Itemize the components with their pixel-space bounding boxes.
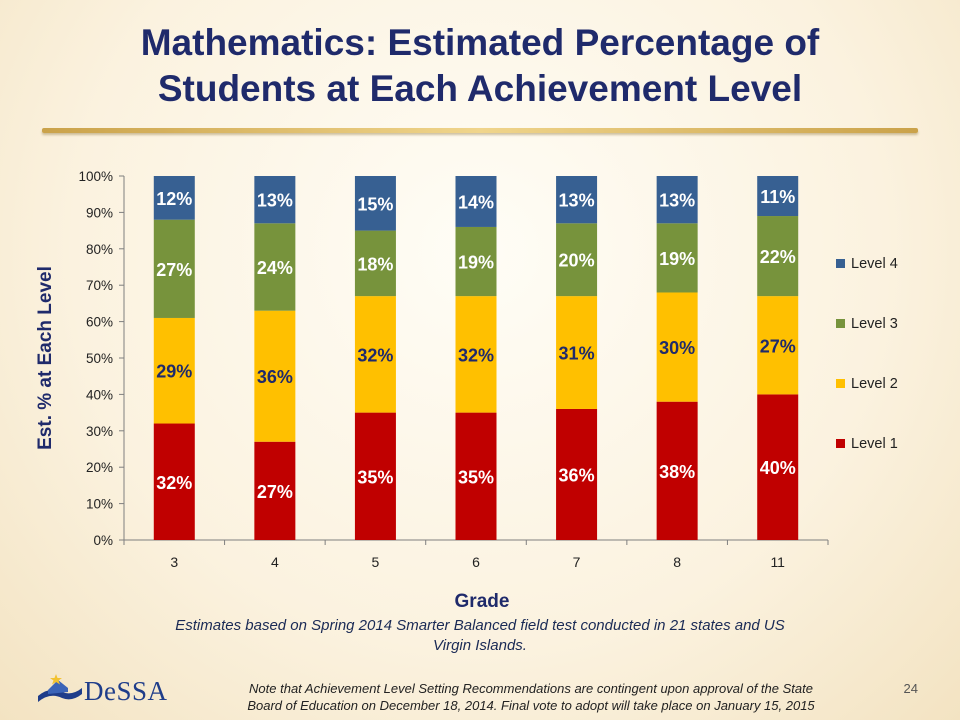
bar-segment-level-3 <box>354 230 396 297</box>
page-number: 24 <box>903 681 918 696</box>
bar-segment-level-1 <box>354 412 396 540</box>
logo-wordmark: DeSSA <box>84 676 168 706</box>
x-tick-label: 4 <box>271 554 279 570</box>
y-tick-label: 70% <box>86 278 113 293</box>
legend-label: Level 2 <box>851 376 898 392</box>
bar-segment-level-2 <box>153 317 195 424</box>
data-label: 27% <box>156 260 192 280</box>
bar-segment-level-1 <box>556 408 598 540</box>
bar-segment-level-1 <box>254 441 296 540</box>
data-label: 36% <box>559 465 595 485</box>
legend-swatch <box>836 379 845 388</box>
note-line2: Board of Education on December 18, 2014.… <box>247 698 815 713</box>
data-label: 19% <box>659 249 695 269</box>
bar-segment-level-3 <box>455 226 497 297</box>
data-label: 22% <box>760 247 796 267</box>
data-label: 18% <box>357 254 393 274</box>
bar-segment-level-1 <box>656 401 698 540</box>
legend-swatch <box>836 439 845 448</box>
data-label: 32% <box>156 473 192 493</box>
bar-segment-level-2 <box>556 296 598 409</box>
data-label: 31% <box>559 344 595 364</box>
data-label: 20% <box>559 251 595 271</box>
y-tick-label: 20% <box>86 460 113 475</box>
bar-segment-level-4 <box>656 176 698 224</box>
x-axis-title: Grade <box>455 591 510 610</box>
chart-caption: Estimates based on Spring 2014 Smarter B… <box>90 616 870 656</box>
data-label: 13% <box>659 191 695 211</box>
legend-label: Level 1 <box>851 436 898 452</box>
data-label: 30% <box>659 338 695 358</box>
bar-segment-level-3 <box>153 219 195 318</box>
legend-label: Level 4 <box>851 256 898 272</box>
bar-segment-level-4 <box>455 176 497 227</box>
data-label: 15% <box>357 194 393 214</box>
y-tick-label: 60% <box>86 315 113 330</box>
data-label: 11% <box>760 187 795 207</box>
data-label: 35% <box>357 467 393 487</box>
bar-segment-level-4 <box>757 176 799 217</box>
dessa-logo: DeSSA <box>36 670 196 708</box>
data-label: 13% <box>257 191 293 211</box>
bar-segment-level-1 <box>153 423 195 540</box>
approval-note: Note that Achievement Level Setting Reco… <box>176 680 886 714</box>
bar-segment-level-2 <box>757 296 799 395</box>
y-tick-label: 30% <box>86 424 113 439</box>
bar-segment-level-2 <box>254 310 296 442</box>
data-label: 13% <box>559 191 595 211</box>
bar-segment-level-1 <box>757 394 799 540</box>
data-label: 35% <box>458 467 494 487</box>
bar-segment-level-4 <box>254 176 296 224</box>
bar-segment-level-2 <box>656 292 698 402</box>
y-tick-label: 100% <box>78 169 113 184</box>
bar-segment-level-4 <box>354 176 396 231</box>
legend-swatch <box>836 319 845 328</box>
x-tick-label: 3 <box>170 554 178 570</box>
data-label: 27% <box>257 482 293 502</box>
data-label: 38% <box>659 462 695 482</box>
x-tick-label: 6 <box>472 554 480 570</box>
achievement-stacked-bar-chart: 0% 10% 20% 30% 40% 50% 60% 70% 80% 90% 100% 32% 29% 2… <box>35 169 898 610</box>
data-label: 36% <box>257 367 293 387</box>
x-tick-label: 8 <box>673 554 681 570</box>
data-label: 24% <box>257 258 293 278</box>
bar-segment-level-2 <box>455 296 497 413</box>
slide-title-line2: Students at Each Achievement Level <box>157 68 803 109</box>
bar-segment-level-2 <box>354 296 396 413</box>
x-tick-label: 11 <box>770 554 785 570</box>
caption-line2: Virgin Islands. <box>433 637 527 654</box>
bar-segment-level-4 <box>153 176 195 220</box>
note-line1: Note that Achievement Level Setting Reco… <box>249 681 813 696</box>
schoolhouse-icon <box>38 674 82 702</box>
bar-segment-level-3 <box>556 223 598 297</box>
data-label: 12% <box>156 189 192 209</box>
x-tick-label: 5 <box>372 554 380 570</box>
slide-title: Mathematics: Estimated Percentage of Stu… <box>40 20 920 112</box>
data-label: 32% <box>357 345 393 365</box>
bar-segment-level-3 <box>757 216 799 297</box>
bar-segment-level-4 <box>556 176 598 224</box>
legend-swatch <box>836 259 845 268</box>
data-label: 32% <box>458 345 494 365</box>
slide-title-line1: Mathematics: Estimated Percentage of <box>140 22 820 63</box>
y-tick-label: 90% <box>86 205 113 220</box>
y-axis-title: Est. % at Each Level <box>35 266 56 450</box>
data-label: 19% <box>458 253 494 273</box>
y-tick-label: 0% <box>93 533 113 548</box>
y-tick-label: 10% <box>86 497 113 512</box>
data-label: 40% <box>760 458 796 478</box>
data-label: 27% <box>760 336 796 356</box>
title-divider <box>42 128 918 133</box>
legend-label: Level 3 <box>851 316 898 332</box>
y-tick-label: 80% <box>86 242 113 257</box>
bar-segment-level-1 <box>455 412 497 540</box>
y-tick-label: 50% <box>86 351 113 366</box>
caption-line1: Estimates based on Spring 2014 Smarter B… <box>175 617 785 634</box>
bar-segment-level-3 <box>656 223 698 293</box>
data-label: 14% <box>458 192 494 212</box>
y-tick-label: 40% <box>86 387 113 402</box>
x-tick-label: 7 <box>573 554 581 570</box>
data-label: 29% <box>156 362 192 382</box>
bar-segment-level-3 <box>254 223 296 311</box>
